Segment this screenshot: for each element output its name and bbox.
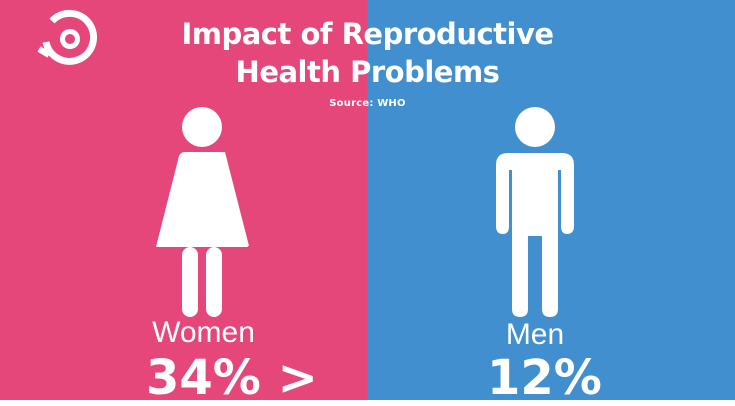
source-text: Source: WHO [329,98,406,109]
title-line-2: Health Problems [235,55,500,89]
men-percent: 12% [487,350,602,406]
page-title: Impact of Reproductive Health Problems [0,15,735,91]
women-label: Women [152,316,255,349]
title-line-1: Impact of Reproductive [181,17,554,51]
eye-logo-icon [37,9,98,65]
women-percent: 34% > [146,350,318,406]
woman-icon [156,107,249,317]
men-label: Men [505,318,565,351]
man-icon [496,107,574,317]
